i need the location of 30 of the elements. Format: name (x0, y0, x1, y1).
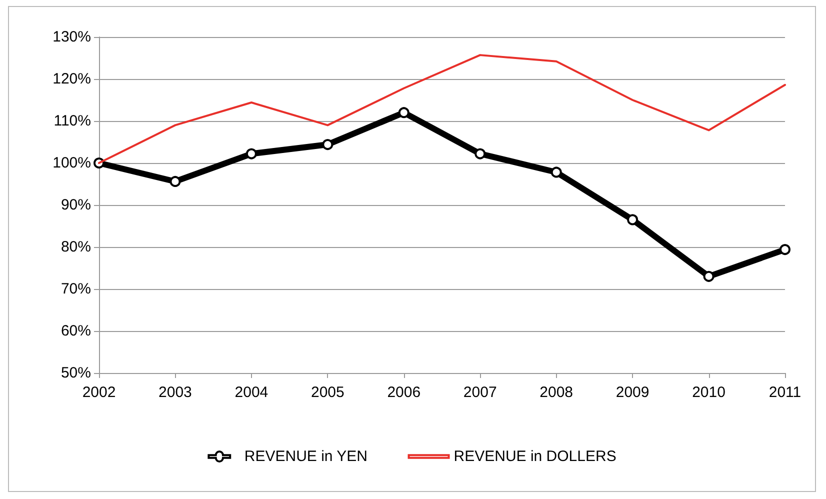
y-tick-label: 100% (52, 154, 91, 172)
y-tick-label: 130% (52, 28, 91, 46)
point (780, 244, 790, 256)
x-tick-label: 2005 (310, 384, 344, 401)
y-tick-label: 90% (60, 196, 91, 214)
point (170, 176, 181, 187)
x-tick-label: 2007 (463, 384, 497, 401)
legend-label: REVENUE in DOLLERS (454, 448, 616, 465)
point (703, 270, 714, 282)
point (246, 148, 257, 160)
y-tick-label: 80% (60, 238, 91, 256)
legend-label: REVENUE in YEN (244, 448, 368, 465)
x-tick-label: 2002 (82, 384, 116, 401)
x-tick-label: 2003 (158, 384, 192, 401)
point (398, 107, 410, 118)
x-tick-label: 2006 (387, 384, 421, 401)
point (322, 139, 334, 150)
x-tick-label: 2008 (540, 384, 574, 401)
x-tick-label: 2010 (692, 384, 726, 401)
y-tick-label: 70% (60, 280, 91, 298)
y-tick-label: 110% (54, 112, 91, 130)
x-tick-label: 2004 (234, 384, 268, 401)
x-tick-label: 2009 (616, 384, 650, 401)
y-tick-label: 60% (60, 322, 91, 340)
point (474, 148, 486, 160)
y-tick-label: 120% (52, 70, 91, 88)
point (550, 166, 562, 178)
x-tick-label: 2011 (768, 384, 802, 401)
y-tick-label: 50% (60, 364, 91, 382)
point (627, 214, 638, 226)
